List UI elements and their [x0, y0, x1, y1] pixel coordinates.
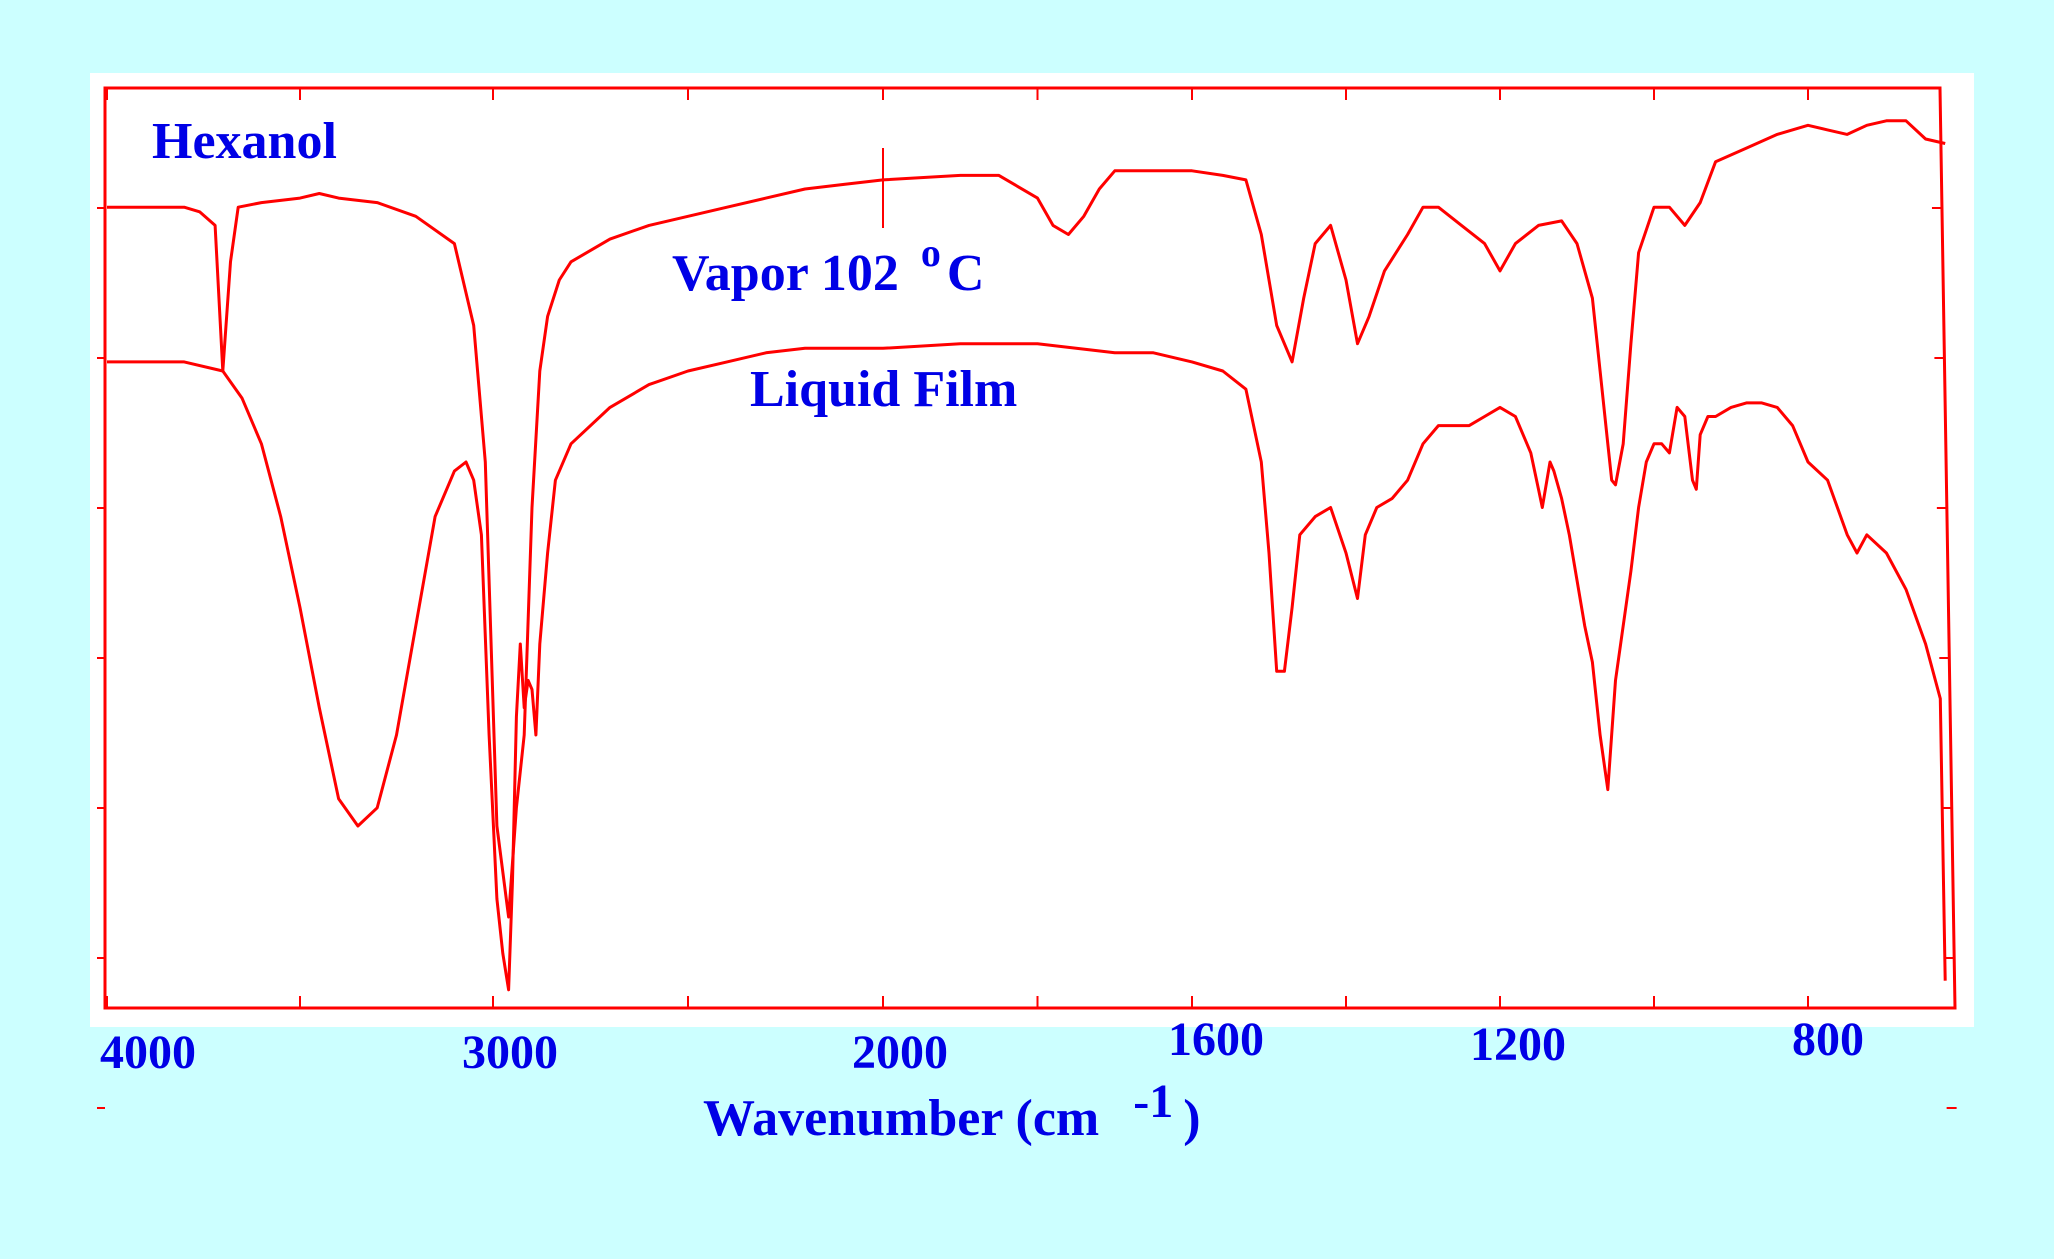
x-tick-label: 4000 [100, 1026, 196, 1079]
plot-frame-border [103, 86, 1957, 1010]
x-tick-label: 800 [1792, 1013, 1864, 1066]
x-axis-label-suffix: ) [1183, 1090, 1200, 1147]
x-tick-label: 3000 [462, 1026, 558, 1079]
vapor-series-label: Vapor 102 o C [672, 230, 984, 302]
spectrum-traces [107, 119, 1947, 992]
x-tick-labels: 4000 3000 2000 1600 1200 800 [100, 1013, 1864, 1079]
x-axis-label: Wavenumber (cm -1) [703, 1075, 1201, 1147]
liquid-series-label: Liquid Film [750, 361, 1017, 418]
x-axis-label-text: Wavenumber (cm [703, 1090, 1099, 1147]
vapor-label-name: Vapor 102 [672, 245, 899, 302]
vapor-label-unit: C [947, 245, 985, 302]
x-tick-label: 1200 [1470, 1018, 1566, 1071]
liquid-film-spectrum-line [107, 342, 1947, 992]
x-axis-label-exponent: -1 [1133, 1075, 1173, 1128]
plot-background [90, 73, 1974, 1027]
x-tick-label: 1600 [1168, 1013, 1264, 1066]
chart-title: Hexanol [152, 113, 337, 170]
plot-frame [103, 86, 1957, 1010]
vapor-spectrum-line [107, 119, 1946, 919]
vapor-label-degree: o [921, 230, 941, 275]
x-tick-label: 2000 [852, 1026, 948, 1079]
